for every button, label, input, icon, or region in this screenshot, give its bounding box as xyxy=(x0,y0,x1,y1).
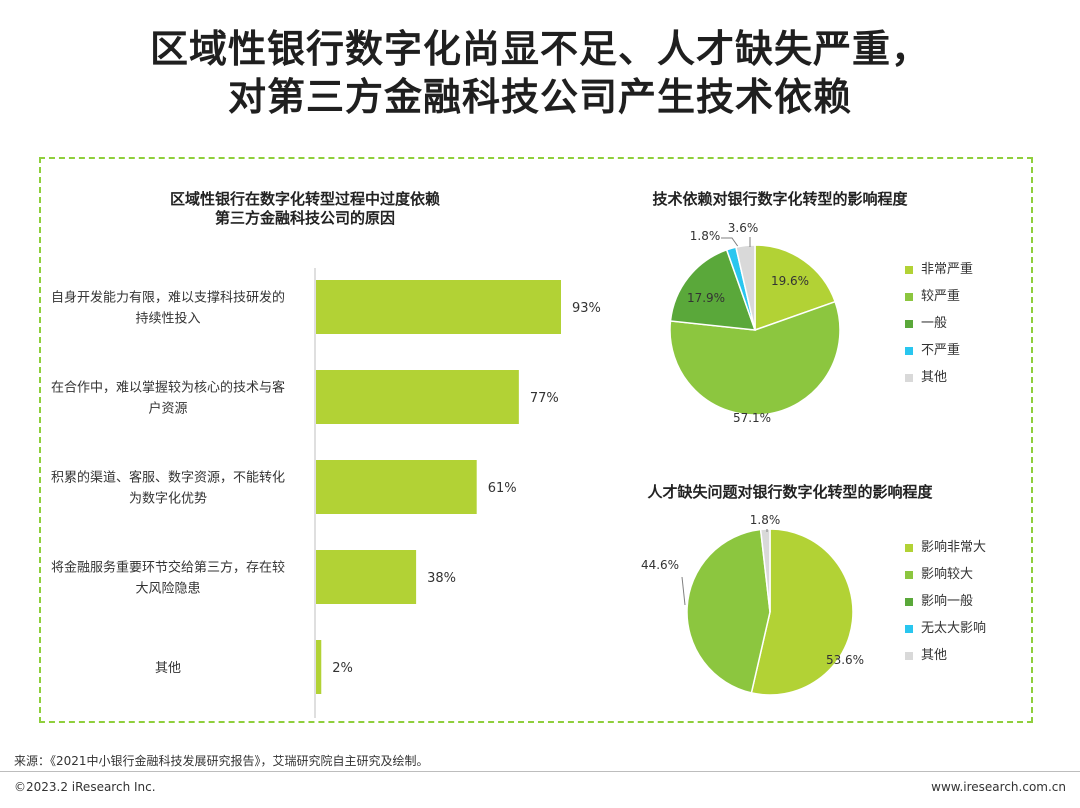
pie2-title: 人才缺失问题对银行数字化转型的影响程度 xyxy=(647,483,933,501)
website: www.iresearch.com.cn xyxy=(931,780,1066,794)
pie1-value-label-0: 19.6% xyxy=(771,274,809,288)
pie1-slice-4 xyxy=(735,244,756,331)
pie2-value-label-0: 53.6% xyxy=(826,653,864,667)
pie1-legend: 非常严重较严重一般不严重其他 xyxy=(905,260,973,395)
pie1-value-label-4: 3.6% xyxy=(728,221,759,235)
pie1-slice-1 xyxy=(669,300,841,416)
legend1-item-4: 其他 xyxy=(905,368,973,395)
legend1-label-4: 其他 xyxy=(921,370,948,385)
legend2-item-2: 影响一般 xyxy=(905,592,986,619)
pie2-value-label-4: 1.8% xyxy=(750,513,781,527)
bar-category-label-1-1: 户资源 xyxy=(148,401,187,417)
legend1-label-3: 不严重 xyxy=(921,343,961,358)
legend1-label-1: 较严重 xyxy=(921,289,961,304)
legend2-swatch-3 xyxy=(905,625,913,633)
pie2-slice-4 xyxy=(759,528,771,613)
legend2-label-1: 影响较大 xyxy=(921,567,974,582)
copyright: ©2023.2 iResearch Inc. xyxy=(14,780,156,794)
legend2-item-3: 无太大影响 xyxy=(905,619,986,646)
bar-1 xyxy=(316,370,519,424)
pie1-value-label-2: 17.9% xyxy=(687,291,725,305)
bar-category-label-2-1: 为数字化优势 xyxy=(129,491,207,507)
bar-value-label-4: 2% xyxy=(332,661,353,676)
pie1-leader-3 xyxy=(721,237,740,249)
legend2-label-3: 无太大影响 xyxy=(921,621,987,636)
legend2-item-4: 其他 xyxy=(905,646,986,673)
bar-value-label-1: 77% xyxy=(530,391,559,406)
legend1-swatch-3 xyxy=(905,347,913,355)
chart-panel xyxy=(39,157,1033,723)
bar-category-label-1-0: 在合作中，难以掌握较为核心的技术与客 xyxy=(51,380,285,396)
bar-value-label-3: 38% xyxy=(427,571,456,586)
legend1-swatch-1 xyxy=(905,293,913,301)
pie2-value-label-1: 44.6% xyxy=(641,558,679,572)
legend1-swatch-4 xyxy=(905,374,913,382)
bar-value-label-2: 61% xyxy=(488,481,517,496)
bar-2 xyxy=(316,460,477,514)
legend1-item-1: 较严重 xyxy=(905,287,973,314)
bar-value-label-0: 93% xyxy=(572,301,601,316)
legend1-item-2: 一般 xyxy=(905,314,973,341)
pie1-value-label-3: 1.8% xyxy=(690,229,721,243)
bar-chart-title-line1: 区域性银行在数字化转型过程中过度依赖 xyxy=(169,190,440,208)
legend2-swatch-0 xyxy=(905,544,913,552)
pie-chart-tech-dependence: 19.6% 57.1% 17.9% 1.8% 3.6% xyxy=(669,221,841,425)
page-title-line1: 区域性银行数字化尚显不足、人才缺失严重， xyxy=(149,27,930,71)
legend2-label-0: 影响非常大 xyxy=(921,540,987,555)
pie1-title: 技术依赖对银行数字化转型的影响程度 xyxy=(652,190,908,208)
page-title-line2: 对第三方金融科技公司产生技术依赖 xyxy=(227,75,852,119)
source-note: 来源：《2021中小银行金融科技发展研究报告》，艾瑞研究院自主研究及绘制。 xyxy=(14,754,429,768)
pie1-slice-2 xyxy=(669,248,757,331)
legend1-label-0: 非常严重 xyxy=(921,262,974,277)
legend2-label-2: 影响一般 xyxy=(921,594,974,609)
bar-0 xyxy=(316,280,561,334)
bar-chart-title: 区域性银行在数字化转型过程中过度依赖 第三方金融科技公司的原因 xyxy=(100,190,510,228)
legend2-swatch-4 xyxy=(905,652,913,660)
legend1-item-0: 非常严重 xyxy=(905,260,973,287)
legend2-swatch-2 xyxy=(905,598,913,606)
footer-divider xyxy=(0,771,1080,772)
legend1-swatch-0 xyxy=(905,266,913,274)
pie2-slice-1 xyxy=(686,528,771,694)
legend2-item-1: 影响较大 xyxy=(905,565,986,592)
legend2-swatch-1 xyxy=(905,571,913,579)
bar-category-label-3-0: 将金融服务重要环节交给第三方，存在较 xyxy=(51,560,285,576)
pie2-leader-1 xyxy=(681,576,686,606)
bar-category-label-3-1: 大风险隐患 xyxy=(135,582,200,597)
bar-chart-title-line2: 第三方金融科技公司的原因 xyxy=(214,209,395,227)
legend2-label-4: 其他 xyxy=(921,648,948,663)
pie-chart-talent-shortage: 53.6% 44.6% 1.8% xyxy=(641,513,864,696)
bar-3 xyxy=(316,550,417,604)
bar-category-label-2-0: 积累的渠道、客服、数字资源，不能转化 xyxy=(51,470,285,486)
pie2-legend: 影响非常大影响较大影响一般无太大影响其他 xyxy=(905,538,986,673)
legend1-swatch-2 xyxy=(905,320,913,328)
pie1-value-label-1: 57.1% xyxy=(733,411,771,425)
pie2-slice-0 xyxy=(750,528,854,696)
bar-4 xyxy=(316,640,322,694)
bar-category-label-4-0: 其他 xyxy=(155,661,181,676)
legend2-item-0: 影响非常大 xyxy=(905,538,986,565)
legend1-item-3: 不严重 xyxy=(905,341,973,368)
bar-category-label-0-1: 持续性投入 xyxy=(135,311,200,327)
bar-category-label-0-0: 自身开发能力有限，难以支撑科技研发的 xyxy=(51,290,285,306)
legend1-label-2: 一般 xyxy=(921,316,948,331)
